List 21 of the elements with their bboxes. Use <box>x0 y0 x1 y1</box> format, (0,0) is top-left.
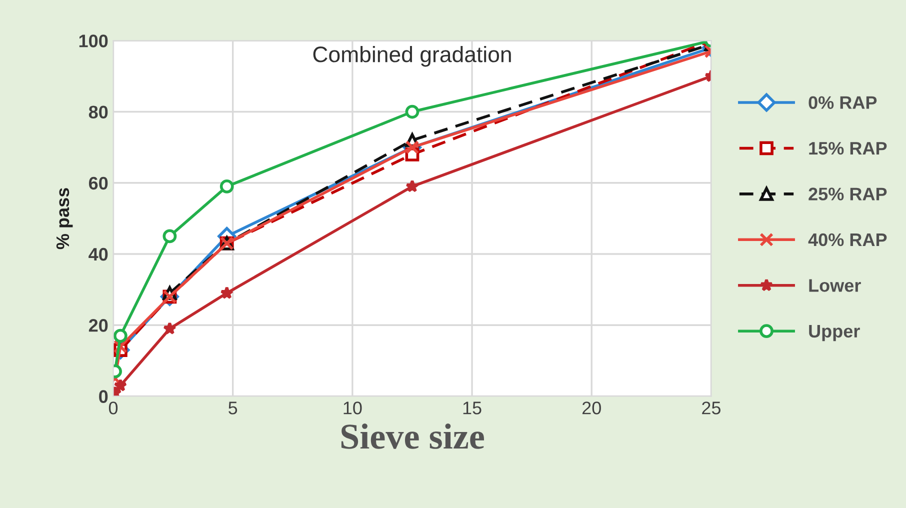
y-tick-label: 100 <box>79 34 108 48</box>
chart-title: Combined gradation <box>313 46 511 67</box>
x-tick-label: 25 <box>702 402 720 414</box>
x-tick-label: 10 <box>344 402 362 414</box>
x-tick-label: 5 <box>228 402 238 414</box>
legend-label: 25% RAP <box>808 188 887 200</box>
y-axis-title: % pass <box>56 188 73 250</box>
legend-label: Lower <box>809 279 861 292</box>
y-tick-label: 20 <box>88 319 108 332</box>
y-tick-label: 0 <box>99 390 108 403</box>
x-tick-label: 20 <box>582 402 601 414</box>
y-tick-label: 60 <box>88 176 108 190</box>
x-tick-label: 0 <box>108 402 118 414</box>
x-tick-label: 15 <box>463 402 482 414</box>
y-tick-label: 80 <box>88 106 108 118</box>
legend-label: 40% RAP <box>808 233 887 246</box>
y-tick-label: 40 <box>88 248 108 261</box>
legend-label: 15% RAP <box>809 142 887 155</box>
legend-label: Upper <box>809 324 860 342</box>
legend-label: 0% RAP <box>808 96 877 109</box>
x-axis-title: Sieve size <box>341 423 484 449</box>
